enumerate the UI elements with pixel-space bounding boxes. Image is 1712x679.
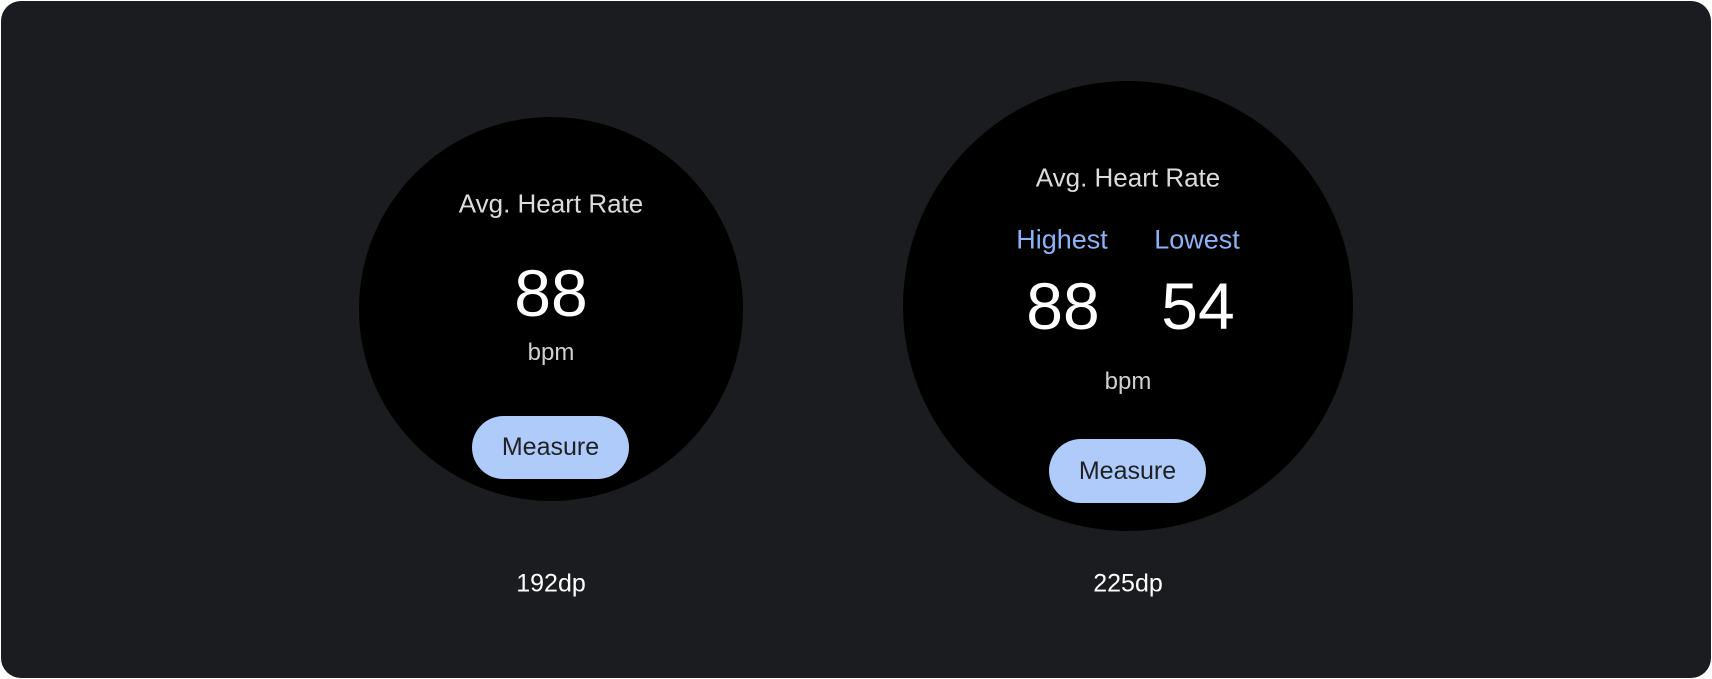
highest-label: Highest xyxy=(1016,224,1108,255)
highest-value: 88 xyxy=(1026,269,1100,343)
title: Avg. Heart Rate xyxy=(1035,162,1221,193)
title: Avg. Heart Rate xyxy=(458,188,644,219)
size-label: 225dp xyxy=(1093,569,1163,598)
heart-rate-value: 88 xyxy=(514,256,588,330)
measure-button[interactable]: Measure xyxy=(472,416,629,479)
unit-label: bpm xyxy=(527,339,575,366)
measure-button[interactable]: Measure xyxy=(1049,439,1206,503)
lowest-value: 54 xyxy=(1161,269,1235,343)
unit-label: bpm xyxy=(1104,368,1152,395)
lowest-label: Lowest xyxy=(1154,224,1240,255)
size-label: 192dp xyxy=(516,569,586,598)
